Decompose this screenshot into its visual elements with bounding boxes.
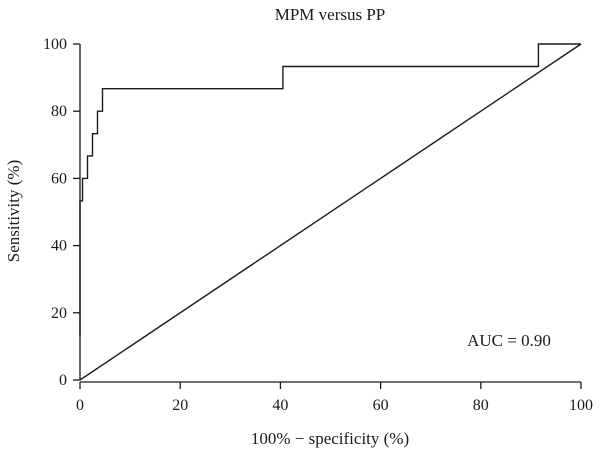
x-ticks: 0 20 40 60 80 100 — [76, 382, 593, 414]
y-ticks: 0 20 40 60 80 100 — [43, 36, 80, 389]
y-tick-label: 80 — [51, 103, 67, 120]
y-tick-label: 100 — [43, 36, 67, 53]
chart-title: MPM versus PP — [275, 5, 386, 24]
x-tick-label: 20 — [172, 397, 188, 414]
auc-annotation: AUC = 0.90 — [467, 331, 551, 350]
y-axis-label: Sensitivity (%) — [4, 160, 23, 262]
x-tick-label: 100 — [569, 397, 593, 414]
y-tick-label: 20 — [51, 305, 67, 322]
x-tick-label: 80 — [473, 397, 489, 414]
x-tick-label: 0 — [76, 397, 84, 414]
x-tick-label: 60 — [373, 397, 389, 414]
y-tick-label: 60 — [51, 170, 67, 187]
y-tick-label: 0 — [59, 372, 67, 389]
y-tick-label: 40 — [51, 238, 67, 255]
reference-diagonal-line — [79, 43, 582, 381]
x-tick-label: 40 — [272, 397, 288, 414]
x-axis-label: 100% − specificity (%) — [251, 429, 409, 448]
roc-curve — [79, 43, 581, 337]
